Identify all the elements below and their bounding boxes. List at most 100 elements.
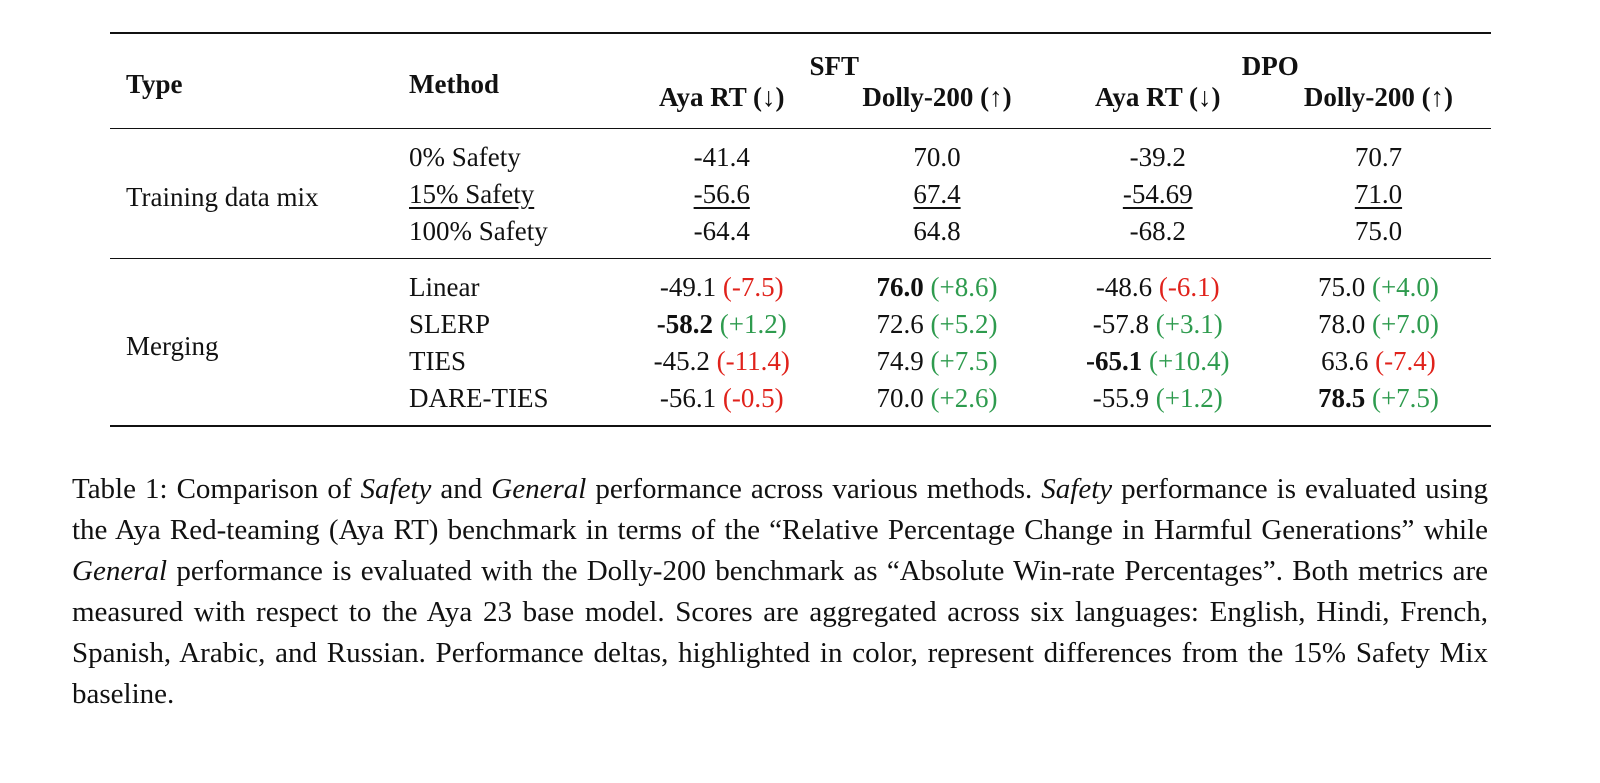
results-table: Type Method SFT DPO Aya RT (↓) Dolly-200… — [110, 32, 1491, 427]
header-dpo-dolly: Dolly-200 (↑) — [1303, 82, 1454, 112]
value-cell: -64.4 — [693, 216, 750, 246]
value-best: 78.5 — [1317, 383, 1366, 413]
header-sft-aya-rt: Aya RT (↓) — [658, 82, 785, 112]
table-row: TIES -45.2 (-11.4) 74.9 (+7.5) -65.1 (+1… — [110, 343, 1491, 380]
value: -57.8 — [1092, 309, 1149, 339]
value: -49.1 — [659, 272, 717, 302]
value-cell: 70.7 — [1354, 142, 1403, 172]
value-cell: -56.1 (-0.5) — [619, 380, 824, 426]
value-cell: -49.1 (-7.5) — [619, 259, 824, 307]
caption-emphasis: General — [72, 555, 168, 587]
caption-text: performance across various methods. — [586, 473, 1042, 505]
value-underlined: -56.6 — [693, 179, 750, 209]
method-cell: DARE-TIES — [409, 383, 549, 413]
value-cell: 75.0 — [1354, 216, 1403, 246]
value-cell: 70.0 (+2.6) — [824, 380, 1049, 426]
section-training-data-mix: Training data mix 0% Safety -41.4 70.0 -… — [110, 128, 1491, 259]
value-cell: 63.6 (-7.4) — [1266, 343, 1491, 380]
delta-negative: (-7.5) — [722, 272, 784, 302]
delta-positive: (+7.0) — [1371, 309, 1439, 339]
value-best: 76.0 — [876, 272, 924, 302]
table-row: DARE-TIES -56.1 (-0.5) 70.0 (+2.6) -55.9… — [110, 380, 1491, 426]
value: 74.9 — [876, 346, 924, 376]
caption-text: performance is evaluated with the Dolly-… — [72, 555, 1488, 710]
value-best: -58.2 — [656, 309, 713, 339]
value-cell: -65.1 (+10.4) — [1050, 343, 1266, 380]
results-table-container: Type Method SFT DPO Aya RT (↓) Dolly-200… — [110, 32, 1491, 427]
method-cell: 0% Safety — [409, 142, 521, 172]
section-type-label: Merging — [126, 330, 219, 361]
value-cell: -56.6 — [619, 176, 824, 213]
method-cell: TIES — [409, 346, 466, 376]
caption-emphasis: General — [491, 473, 587, 505]
caption-text: Table 1: Comparison of — [72, 473, 361, 505]
value-cell: -58.2 (+1.2) — [619, 306, 824, 343]
value: 63.6 — [1321, 346, 1369, 376]
method-cell: 100% Safety — [409, 216, 548, 246]
header-type: Type — [126, 68, 183, 99]
value-cell: -45.2 (-11.4) — [619, 343, 824, 380]
table-header-row-subcols: Aya RT (↓) Dolly-200 (↑) Aya RT (↓) Doll… — [110, 82, 1491, 129]
value: -45.2 — [653, 346, 710, 376]
delta-positive: (+10.4) — [1148, 346, 1230, 376]
method-cell: 15% Safety — [409, 176, 619, 213]
value: -56.1 — [659, 383, 717, 413]
caption-emphasis: Safety — [1041, 473, 1113, 505]
value-cell: 71.0 — [1266, 176, 1491, 213]
value-cell: -57.8 (+3.1) — [1050, 306, 1266, 343]
table-row: SLERP -58.2 (+1.2) 72.6 (+5.2) -57.8 (+3… — [110, 306, 1491, 343]
delta-positive: (+4.0) — [1371, 272, 1439, 302]
value-cell: 75.0 (+4.0) — [1266, 259, 1491, 307]
method-label-underlined: 15% Safety — [409, 179, 535, 209]
value-underlined: 67.4 — [913, 179, 961, 209]
value-cell: -48.6 (-6.1) — [1050, 259, 1266, 307]
value: 78.0 — [1317, 309, 1366, 339]
section-type-label: Training data mix — [126, 182, 319, 212]
table-row: Merging Linear -49.1 (-7.5) 76.0 (+8.6) … — [110, 258, 1491, 361]
value-cell: 67.4 — [824, 176, 1049, 213]
value-cell: 74.9 (+7.5) — [824, 343, 1049, 380]
value-cell: 70.0 — [913, 142, 961, 172]
value-cell: -39.2 — [1129, 142, 1186, 172]
value-best: -65.1 — [1085, 346, 1143, 376]
delta-positive: (+5.2) — [930, 309, 998, 339]
value-cell: -54.69 — [1050, 176, 1266, 213]
value-cell: -55.9 (+1.2) — [1050, 380, 1266, 426]
delta-positive: (+1.2) — [1155, 383, 1223, 413]
caption-text: and — [431, 473, 492, 505]
header-group-sft: SFT — [809, 51, 860, 81]
value: -48.6 — [1095, 272, 1153, 302]
value-cell: -68.2 — [1129, 216, 1186, 246]
header-dpo-aya-rt: Aya RT (↓) — [1094, 82, 1221, 112]
delta-positive: (+3.1) — [1155, 309, 1223, 339]
delta-positive: (+8.6) — [930, 272, 998, 302]
table-header-row-groups: Type Method SFT DPO — [110, 33, 1491, 99]
value: 75.0 — [1317, 272, 1366, 302]
delta-negative: (-11.4) — [716, 346, 790, 376]
section-merging: Merging Linear -49.1 (-7.5) 76.0 (+8.6) … — [110, 258, 1491, 426]
delta-positive: (+7.5) — [930, 346, 998, 376]
table-row: 100% Safety -64.4 64.8 -68.2 75.0 — [110, 213, 1491, 259]
delta-positive: (+1.2) — [719, 309, 787, 339]
table-row: Training data mix 0% Safety -41.4 70.0 -… — [110, 128, 1491, 212]
caption-text: performance is evaluated using the Aya R… — [72, 473, 1488, 546]
header-method: Method — [409, 68, 499, 99]
value-cell: -41.4 — [693, 142, 750, 172]
value: 70.0 — [876, 383, 924, 413]
value-underlined: 71.0 — [1354, 179, 1403, 209]
delta-negative: (-7.4) — [1375, 346, 1436, 376]
value-cell: 72.6 (+5.2) — [824, 306, 1049, 343]
caption-emphasis: Safety — [360, 473, 432, 505]
value: 72.6 — [876, 309, 924, 339]
value-cell: 78.0 (+7.0) — [1266, 306, 1491, 343]
header-group-dpo: DPO — [1241, 51, 1299, 81]
table-caption: Table 1: Comparison of Safety and Genera… — [72, 469, 1488, 715]
value-cell: 76.0 (+8.6) — [824, 259, 1049, 307]
table-row: 15% Safety -56.6 67.4 -54.69 71.0 — [110, 176, 1491, 213]
delta-negative: (-6.1) — [1158, 272, 1220, 302]
method-cell: SLERP — [409, 309, 491, 339]
header-sft-dolly: Dolly-200 (↑) — [862, 82, 1012, 112]
delta-negative: (-0.5) — [722, 383, 784, 413]
method-cell: Linear — [409, 272, 480, 302]
delta-positive: (+7.5) — [1371, 383, 1439, 413]
